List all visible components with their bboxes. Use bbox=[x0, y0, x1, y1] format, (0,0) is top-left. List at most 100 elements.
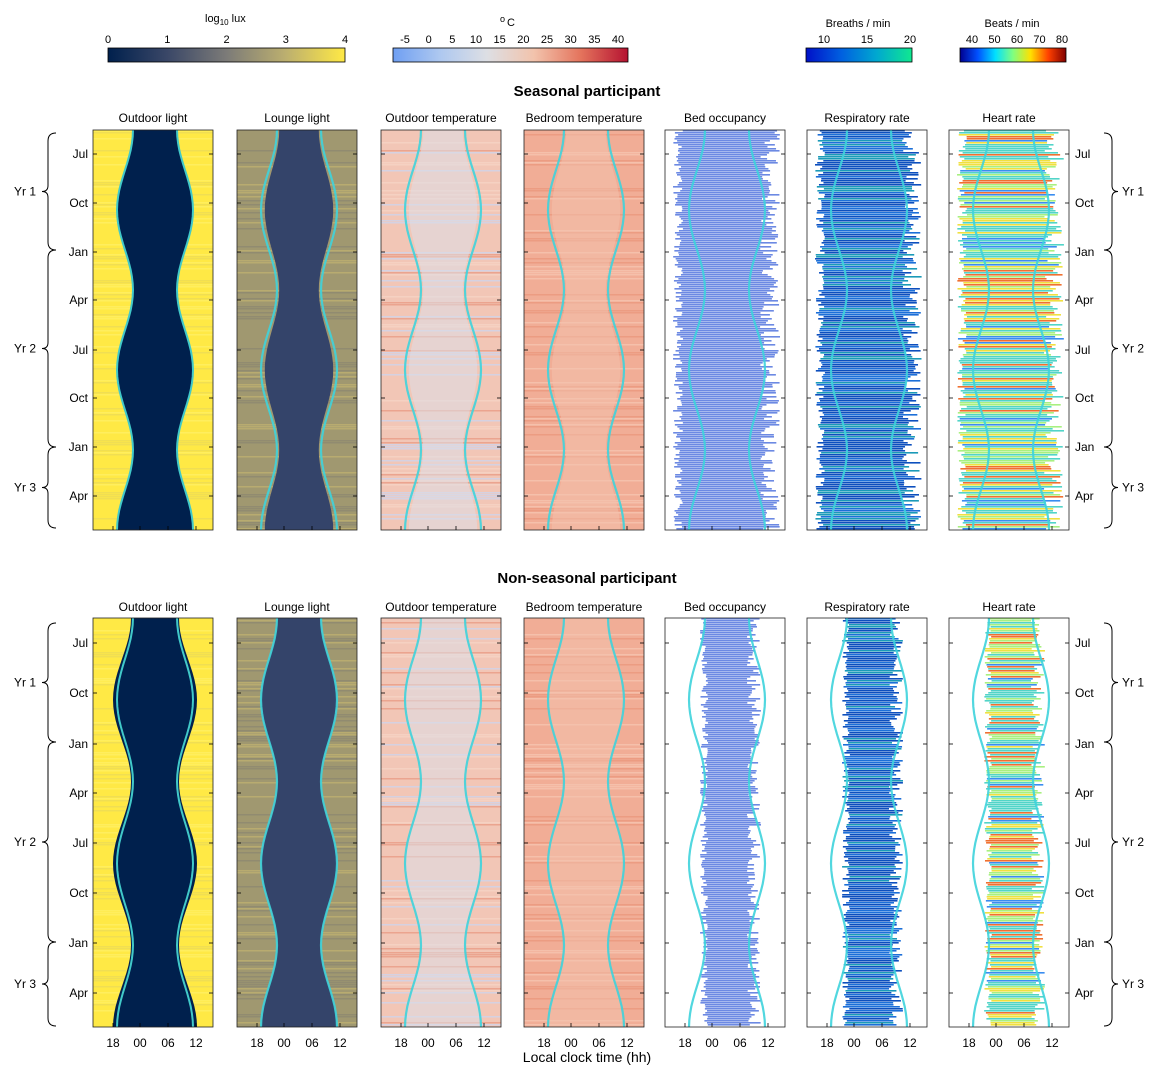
occupancy-row bbox=[986, 826, 1042, 828]
occupancy-row bbox=[989, 738, 1043, 740]
month-label: Oct bbox=[1075, 196, 1094, 210]
occupancy-row bbox=[985, 918, 1034, 920]
colorbar-beats-label: Beats / min bbox=[984, 18, 1039, 30]
occupancy-row bbox=[815, 476, 915, 478]
occupancy-row bbox=[985, 1012, 1035, 1014]
occupancy-row bbox=[821, 362, 914, 364]
year-label: Yr 3 bbox=[1122, 977, 1144, 991]
occupancy-row bbox=[988, 810, 1032, 812]
occupancy-row bbox=[820, 516, 921, 518]
x-tick-label: 00 bbox=[421, 1036, 435, 1050]
occupancy-row bbox=[678, 148, 777, 150]
occupancy-row bbox=[986, 896, 1041, 898]
occupancy-row bbox=[845, 684, 890, 686]
occupancy-row bbox=[958, 332, 1056, 334]
occupancy-row bbox=[962, 220, 1055, 222]
occupancy-row bbox=[673, 142, 765, 144]
occupancy-row bbox=[966, 248, 1049, 250]
occupancy-row bbox=[847, 626, 897, 628]
occupancy-row bbox=[985, 950, 1041, 952]
occupancy-row bbox=[704, 656, 749, 658]
occupancy-row bbox=[962, 482, 1061, 484]
occupancy-row bbox=[990, 708, 1043, 710]
occupancy-row bbox=[822, 498, 903, 500]
occupancy-row bbox=[848, 718, 897, 720]
occupancy-row bbox=[677, 464, 764, 466]
occupancy-row bbox=[822, 378, 908, 380]
occupancy-row bbox=[843, 744, 899, 746]
x-tick-label: 00 bbox=[705, 1036, 719, 1050]
panel-title: Bed occupancy bbox=[684, 111, 766, 125]
occupancy-row bbox=[845, 1000, 901, 1002]
year-label: Yr 3 bbox=[14, 481, 36, 495]
occupancy-row bbox=[984, 830, 1033, 832]
occupancy-row bbox=[682, 338, 764, 340]
occupancy-row bbox=[820, 406, 921, 408]
occupancy-row bbox=[843, 830, 893, 832]
occupancy-row bbox=[991, 934, 1043, 936]
occupancy-row bbox=[991, 798, 1039, 800]
occupancy-row bbox=[847, 808, 890, 810]
occupancy-row bbox=[674, 524, 780, 526]
occupancy-row bbox=[844, 692, 899, 694]
occupancy-row bbox=[847, 648, 894, 650]
occupancy-row bbox=[846, 642, 903, 644]
month-label: Jul bbox=[1075, 343, 1090, 357]
occupancy-row bbox=[849, 816, 891, 818]
dawn-curve bbox=[463, 618, 483, 1027]
occupancy-row bbox=[843, 1018, 890, 1020]
dusk-curve bbox=[259, 130, 279, 530]
occupancy-row bbox=[961, 490, 1062, 492]
occupancy-row bbox=[959, 190, 1048, 192]
occupancy-row bbox=[823, 396, 913, 398]
month-label: Jul bbox=[73, 147, 88, 161]
x-tick-label: 06 bbox=[733, 1036, 747, 1050]
panel-title: Heart rate bbox=[982, 111, 1036, 125]
occupancy-row bbox=[823, 444, 912, 446]
occupancy-row bbox=[847, 842, 899, 844]
colorbar-1 bbox=[392, 47, 629, 63]
night-band bbox=[117, 130, 193, 530]
x-tick-label: 00 bbox=[989, 1036, 1003, 1050]
occupancy-row bbox=[959, 370, 1060, 372]
occupancy-row bbox=[705, 778, 757, 780]
occupancy-row bbox=[842, 714, 901, 716]
occupancy-row bbox=[991, 680, 1032, 682]
occupancy-row bbox=[703, 808, 760, 810]
occupancy-row bbox=[990, 1024, 1037, 1026]
occupancy-row bbox=[677, 318, 772, 320]
occupancy-row bbox=[849, 908, 894, 910]
occupancy-row bbox=[966, 286, 1051, 288]
occupancy-row bbox=[702, 802, 752, 804]
occupancy-row bbox=[843, 652, 894, 654]
occupancy-row bbox=[960, 194, 1055, 196]
colorbar-tick: 0 bbox=[426, 34, 432, 46]
occupancy-row bbox=[963, 396, 1064, 398]
occupancy-row bbox=[987, 932, 1040, 934]
occupancy-row bbox=[990, 812, 1033, 814]
dusk-curve bbox=[546, 130, 566, 530]
occupancy-row bbox=[703, 868, 754, 870]
occupancy-row bbox=[707, 1024, 750, 1026]
occupancy-row bbox=[988, 692, 1045, 694]
occupancy-row bbox=[706, 914, 750, 916]
occupancy-row bbox=[844, 1024, 897, 1026]
occupancy-row bbox=[847, 764, 901, 766]
occupancy-row bbox=[988, 634, 1039, 636]
occupancy-row bbox=[679, 416, 772, 418]
occupancy-row bbox=[847, 818, 890, 820]
occupancy-row bbox=[816, 488, 907, 490]
year-label: Yr 1 bbox=[14, 676, 36, 690]
occupancy-row bbox=[702, 836, 748, 838]
occupancy-row bbox=[702, 634, 756, 636]
occupancy-row bbox=[986, 832, 1045, 834]
occupancy-row bbox=[681, 178, 763, 180]
occupancy-row bbox=[987, 982, 1037, 984]
occupancy-row bbox=[844, 802, 897, 804]
occupancy-row bbox=[678, 278, 775, 280]
occupancy-row bbox=[966, 208, 1054, 210]
occupancy-row bbox=[985, 922, 1038, 924]
occupancy-row bbox=[848, 690, 895, 692]
month-label: Jul bbox=[1075, 147, 1090, 161]
occupancy-row bbox=[821, 452, 919, 454]
